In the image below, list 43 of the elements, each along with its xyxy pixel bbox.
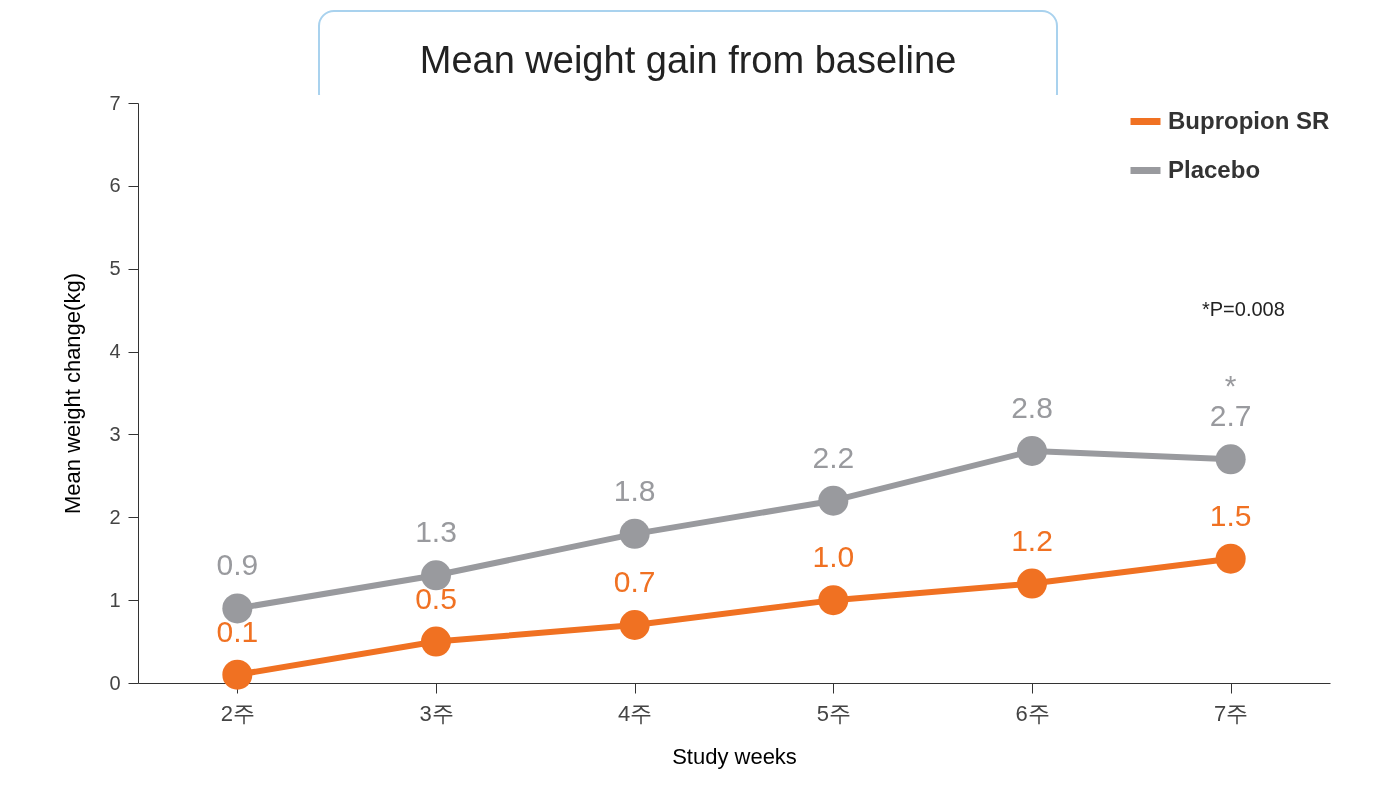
x-tick-label: 6주: [1015, 700, 1050, 726]
point: [222, 659, 253, 690]
x-tick-label: 7주: [1214, 700, 1249, 726]
y-tick-label: 6: [109, 174, 121, 197]
chart-title: Mean weight gain from baseline: [318, 10, 1058, 110]
data-label: 0.9: [216, 548, 259, 582]
data-label: 2.8: [1011, 391, 1053, 424]
annotation: *P=0.008: [1202, 298, 1285, 321]
y-tick-label: 7: [109, 91, 121, 114]
data-label: 1.2: [1011, 523, 1053, 557]
point: [222, 593, 253, 624]
legend-label: Bupropion SR: [1168, 106, 1330, 134]
point: [619, 610, 650, 640]
y-tick-label: 1: [109, 588, 121, 611]
data-label: 0.7: [613, 565, 656, 598]
x-tick-label: 5주: [816, 700, 851, 726]
data-label: 1.3: [415, 515, 457, 549]
data-label: 1.0: [812, 540, 855, 574]
data-label: 1.5: [1209, 498, 1252, 532]
x-tick-label: 2주: [220, 700, 255, 726]
y-axis-title: Mean weight change(kg): [60, 273, 86, 514]
x-tick-label: 4주: [618, 700, 653, 726]
y-tick-label: 4: [109, 340, 121, 363]
point: [421, 626, 451, 657]
point: [421, 560, 451, 591]
data-label: 0.5: [415, 581, 457, 615]
data-label: 2.2: [812, 440, 855, 474]
point: [619, 518, 650, 549]
x-tick-label: 3주: [419, 700, 454, 726]
point: [1215, 543, 1246, 574]
data-label: 1.8: [613, 473, 656, 507]
y-tick-label: 5: [109, 257, 121, 280]
point: [1215, 444, 1246, 475]
y-tick-label: 2: [109, 505, 121, 528]
y-tick-label: 3: [109, 422, 121, 445]
x-axis-title: Study weeks: [672, 743, 797, 769]
data-label: 0.1: [216, 614, 259, 648]
point: [818, 485, 849, 516]
point: [1017, 568, 1047, 599]
legend-label: Placebo: [1168, 155, 1261, 183]
point: [818, 585, 849, 616]
point: [1017, 436, 1047, 466]
y-tick-label: 0: [109, 671, 121, 694]
